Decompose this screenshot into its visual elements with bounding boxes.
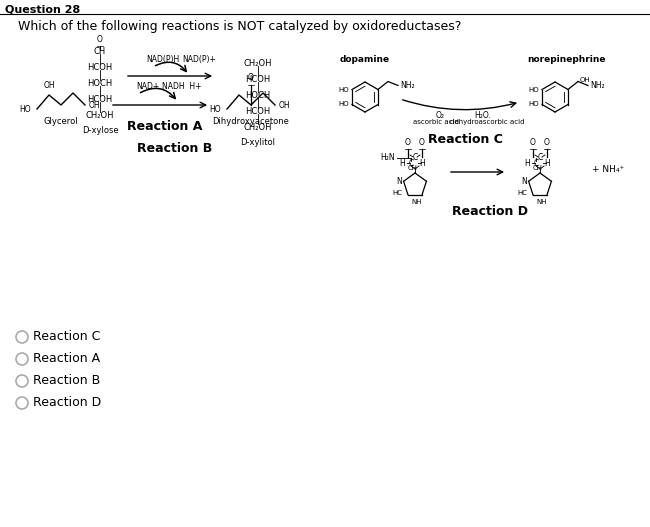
Text: H: H <box>399 159 405 168</box>
Text: NAD(P)+: NAD(P)+ <box>182 55 216 64</box>
Text: Reaction A: Reaction A <box>33 353 100 366</box>
Text: O: O <box>405 138 411 147</box>
Text: O: O <box>97 35 103 44</box>
Text: Reaction C: Reaction C <box>428 133 502 146</box>
Text: HC: HC <box>517 190 527 196</box>
Text: NH: NH <box>411 199 422 205</box>
Text: dopamine: dopamine <box>340 55 390 64</box>
Text: NH₂: NH₂ <box>400 81 415 90</box>
Text: D-xylitol: D-xylitol <box>240 138 276 147</box>
Text: Question 28: Question 28 <box>5 5 80 15</box>
Text: O₂: O₂ <box>436 111 445 120</box>
Text: HO: HO <box>528 86 539 93</box>
Text: NAD(P)H: NAD(P)H <box>146 55 179 64</box>
Text: O: O <box>530 138 536 147</box>
Text: C: C <box>538 153 543 162</box>
Text: H₂N: H₂N <box>380 153 395 162</box>
Text: C: C <box>534 159 539 168</box>
Text: O: O <box>544 138 550 147</box>
Text: N: N <box>396 178 402 187</box>
Text: H: H <box>525 159 530 168</box>
Text: CH₂OH: CH₂OH <box>244 123 272 132</box>
Text: Which of the following reactions is NOT catalyzed by oxidoreductases?: Which of the following reactions is NOT … <box>18 20 461 33</box>
Text: H: H <box>544 159 550 168</box>
Text: H: H <box>419 159 424 168</box>
Text: CH: CH <box>94 47 106 56</box>
Text: Dihydroxyacetone: Dihydroxyacetone <box>213 117 289 126</box>
Text: HO: HO <box>209 104 221 113</box>
Text: OH: OH <box>89 101 101 110</box>
Text: O: O <box>419 138 425 147</box>
Text: HCOH: HCOH <box>246 108 270 116</box>
Text: Reaction D: Reaction D <box>33 396 101 409</box>
Text: HO: HO <box>339 86 349 93</box>
Text: NADH  H+: NADH H+ <box>162 82 202 91</box>
Text: OH: OH <box>580 76 591 83</box>
Text: CH₂OH: CH₂OH <box>86 112 114 121</box>
Text: HCOH: HCOH <box>87 95 112 104</box>
Text: C: C <box>408 159 413 168</box>
Text: ascorbic acid: ascorbic acid <box>413 119 459 125</box>
Text: norepinephrine: norepinephrine <box>528 55 606 64</box>
Text: D-xylose: D-xylose <box>82 126 118 135</box>
Text: NH₂: NH₂ <box>590 81 605 90</box>
Text: Reaction D: Reaction D <box>452 205 528 218</box>
Text: HO: HO <box>528 102 539 108</box>
Text: HOCH: HOCH <box>87 80 112 89</box>
Text: CH: CH <box>533 165 543 171</box>
Text: Reaction C: Reaction C <box>33 330 100 344</box>
Text: NAD+: NAD+ <box>136 82 160 91</box>
Text: Glycerol: Glycerol <box>44 117 78 126</box>
Text: dehydroascorbic acid: dehydroascorbic acid <box>450 119 525 125</box>
Text: HO: HO <box>339 102 349 108</box>
Text: OH: OH <box>279 101 291 110</box>
Text: HCOH: HCOH <box>87 63 112 73</box>
Text: H₂O.: H₂O. <box>474 111 491 120</box>
Text: CH: CH <box>408 165 418 171</box>
Text: C: C <box>412 153 417 162</box>
Text: + NH₄⁺: + NH₄⁺ <box>592 164 624 173</box>
Text: Reaction B: Reaction B <box>137 142 213 155</box>
Text: OH: OH <box>43 81 55 90</box>
Text: HC: HC <box>392 190 402 196</box>
Text: Reaction A: Reaction A <box>127 120 203 133</box>
Text: Reaction B: Reaction B <box>33 375 100 387</box>
Text: N: N <box>521 178 527 187</box>
Text: NH: NH <box>537 199 547 205</box>
Text: HO: HO <box>20 104 31 113</box>
Text: O: O <box>248 73 254 82</box>
Text: HCOH: HCOH <box>246 75 270 84</box>
Text: HOCH: HOCH <box>246 92 270 101</box>
Text: CH₂OH: CH₂OH <box>244 60 272 69</box>
